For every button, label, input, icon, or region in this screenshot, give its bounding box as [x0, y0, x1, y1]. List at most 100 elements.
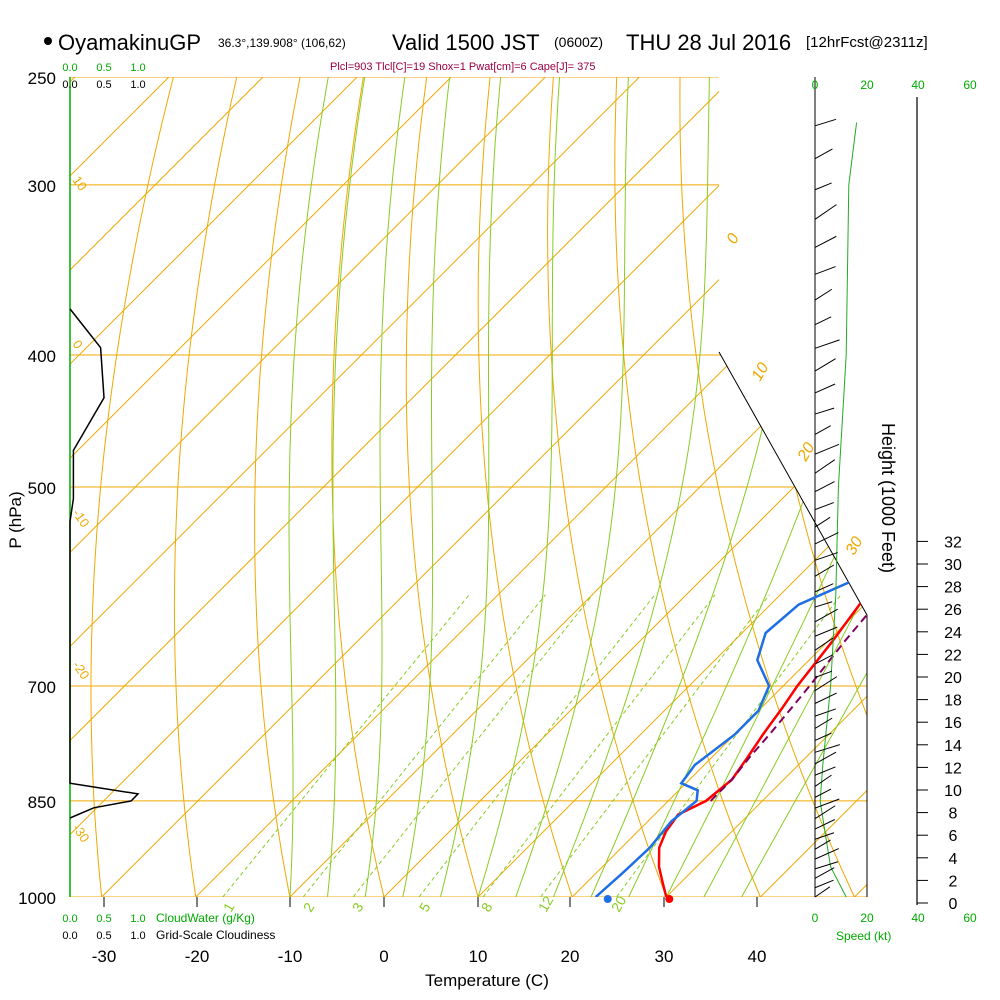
x-tick-label: 40: [748, 947, 767, 966]
cloudwater-scale-top: 0.5: [96, 62, 111, 74]
isotherm-line: [70, 77, 640, 897]
dry-adiabat-line: [477, 77, 573, 897]
plot-boundary: [718, 351, 868, 897]
isotherm-label: -10: [70, 506, 93, 530]
height-tick-label: 10: [944, 783, 962, 800]
cloudwater-scale-bottom: 0.0: [62, 913, 77, 925]
station-name: OyamakinuGP: [58, 30, 201, 55]
wind-barb: [814, 886, 831, 898]
mixing-ratio-line: [482, 594, 716, 897]
y-tick-label: 500: [28, 479, 56, 498]
height-tick-label: 14: [944, 738, 962, 755]
speed-scale-bottom: 0: [812, 911, 819, 925]
station-marker: [44, 37, 52, 45]
cloudiness-scale-bottom: 1.0: [130, 930, 145, 942]
moist-adiabat-line: [402, 77, 451, 897]
wind-barb: [814, 751, 837, 765]
height-tick-label: 2: [949, 873, 958, 890]
wind-barb: [814, 608, 838, 623]
x-tick-label: -20: [185, 947, 210, 966]
wind-barb: [814, 798, 840, 809]
diagram-grid: [70, 77, 867, 897]
isotherm-label: 0: [70, 337, 86, 352]
forecast-info: [12hrFcst@2311z]: [806, 34, 928, 51]
isotherm-line: [70, 77, 546, 897]
mixing-ratio-label: 2: [300, 900, 318, 915]
station-coords: 36.3°,139.908° (106,62): [218, 36, 346, 50]
wind-barb: [814, 744, 840, 753]
wind-barb: [814, 481, 835, 493]
moist-adiabat-line: [440, 77, 502, 897]
height-tick-label: 20: [944, 670, 962, 687]
surface-dewpoint-point: [603, 895, 612, 903]
x-tick-label: -10: [278, 947, 303, 966]
dry-adiabat-line: [547, 77, 667, 897]
moist-adiabat-line: [327, 77, 366, 897]
wind-barb: [814, 861, 839, 870]
wind-barb: [814, 288, 833, 301]
wind-barb: [814, 182, 832, 191]
grid-cloudiness-line: [69, 308, 140, 819]
x-tick-label: 20: [561, 947, 580, 966]
wind-barb: [814, 766, 836, 776]
mixing-ratio-line: [352, 594, 593, 897]
moist-adiabat-line: [552, 77, 710, 897]
isotherm-line: [70, 77, 734, 897]
wind-barb: [814, 148, 833, 160]
height-tick-label: 0: [949, 896, 958, 913]
isotherm-line: [854, 77, 867, 897]
dry-adiabat-line: [614, 77, 761, 897]
speed-scale-top: 40: [911, 78, 925, 92]
surface-temperature-point: [665, 895, 674, 903]
cloudwater-scale-bottom: 1.0: [130, 913, 145, 925]
wind-barb: [814, 708, 836, 717]
wind-barb: [814, 532, 839, 545]
dry-adiabat-line: [679, 77, 855, 897]
temperature-line: [657, 88, 867, 897]
wind-barb: [814, 819, 836, 830]
wind-barb: [814, 654, 833, 665]
wind-barb: [814, 879, 834, 889]
wind-barb: [814, 425, 831, 435]
y-tick-label: 400: [28, 347, 56, 366]
speed-scale-top: 0: [812, 78, 819, 92]
wind-barb: [814, 717, 833, 729]
sounding-series: [594, 88, 867, 897]
wind-barb: [814, 266, 836, 275]
mixing-ratio-line: [302, 594, 546, 897]
wind-speed-line: [819, 122, 858, 898]
wind-barb: [814, 339, 840, 349]
isotherm-label: 10: [70, 173, 91, 193]
mixing-ratio-label: 3: [349, 900, 367, 915]
wind-barb: [814, 204, 837, 220]
wind-panel: [814, 118, 858, 898]
moist-adiabat-line: [703, 77, 867, 897]
wind-barb: [814, 788, 832, 798]
dry-adiabat-line: [806, 77, 867, 897]
cloudiness-label: Grid-Scale Cloudiness: [156, 928, 275, 942]
wind-barb: [814, 867, 835, 879]
valid-time: Valid 1500 JST: [392, 30, 540, 55]
y-tick-label: 300: [28, 177, 56, 196]
wind-barb: [814, 443, 840, 455]
height-tick-label: 22: [944, 647, 962, 664]
cloudiness-profile: [69, 308, 140, 819]
moist-adiabat-line: [477, 77, 561, 897]
moist-adiabat-line: [665, 77, 867, 897]
wind-barb: [814, 383, 836, 394]
wind-barb: [814, 407, 835, 415]
height-tick-label: 18: [944, 693, 962, 710]
wind-barb: [814, 118, 837, 127]
mixing-ratio-label: 12: [535, 893, 557, 915]
cloudwater-scale-top: 0.0: [62, 62, 77, 74]
x-axis-title: Temperature (C): [425, 971, 549, 990]
height-tick-label: 6: [949, 828, 958, 845]
mixing-ratio-label: 5: [416, 900, 434, 915]
valid-date: THU 28 Jul 2016: [626, 30, 791, 55]
dry-adiabat-line: [405, 77, 479, 897]
wind-barb: [814, 316, 832, 326]
wind-barb: [814, 832, 835, 840]
parcel-line: [709, 88, 867, 802]
wind-barb: [814, 805, 836, 820]
